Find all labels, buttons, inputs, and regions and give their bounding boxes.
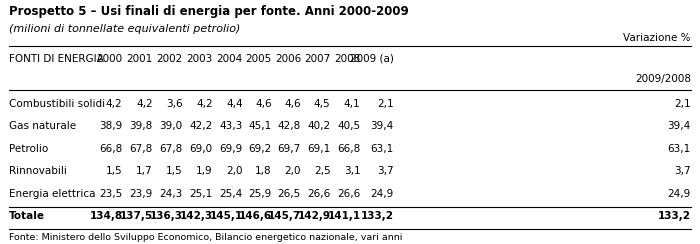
- Text: 133,2: 133,2: [360, 211, 393, 221]
- Text: 43,3: 43,3: [220, 121, 243, 131]
- Text: 2005: 2005: [246, 54, 272, 64]
- Text: 26,5: 26,5: [278, 189, 301, 199]
- Text: 42,2: 42,2: [190, 121, 213, 131]
- Text: Prospetto 5 – Usi finali di energia per fonte. Anni 2000-2009: Prospetto 5 – Usi finali di energia per …: [9, 5, 409, 18]
- Text: 40,2: 40,2: [307, 121, 330, 131]
- Text: 25,4: 25,4: [220, 189, 243, 199]
- Text: 23,5: 23,5: [99, 189, 122, 199]
- Text: 1,5: 1,5: [106, 166, 122, 176]
- Text: 3,7: 3,7: [377, 166, 393, 176]
- Text: 3,7: 3,7: [674, 166, 691, 176]
- Text: 142,9: 142,9: [298, 211, 330, 221]
- Text: 42,8: 42,8: [278, 121, 301, 131]
- Text: Fonte: Ministero dello Sviluppo Economico, Bilancio energetico nazionale, vari a: Fonte: Ministero dello Sviluppo Economic…: [9, 233, 402, 242]
- Text: 25,9: 25,9: [248, 189, 272, 199]
- Text: 2,0: 2,0: [284, 166, 301, 176]
- Text: 24,9: 24,9: [370, 189, 393, 199]
- Text: Totale: Totale: [9, 211, 45, 221]
- Text: 39,4: 39,4: [668, 121, 691, 131]
- Text: 2,5: 2,5: [314, 166, 330, 176]
- Text: 24,9: 24,9: [668, 189, 691, 199]
- Text: 63,1: 63,1: [668, 144, 691, 154]
- Text: Rinnovabili: Rinnovabili: [9, 166, 67, 176]
- Text: 69,0: 69,0: [190, 144, 213, 154]
- Text: 145,1: 145,1: [210, 211, 243, 221]
- Text: 45,1: 45,1: [248, 121, 272, 131]
- Text: 4,2: 4,2: [136, 99, 153, 109]
- Text: 2004: 2004: [216, 54, 243, 64]
- Text: 1,8: 1,8: [255, 166, 272, 176]
- Text: 2003: 2003: [186, 54, 213, 64]
- Text: 25,1: 25,1: [190, 189, 213, 199]
- Text: 141,1: 141,1: [328, 211, 360, 221]
- Text: 146,6: 146,6: [239, 211, 272, 221]
- Text: 4,1: 4,1: [344, 99, 360, 109]
- Text: 3,6: 3,6: [166, 99, 183, 109]
- Text: 4,2: 4,2: [106, 99, 122, 109]
- Text: 2009/2008: 2009/2008: [635, 74, 691, 84]
- Text: 63,1: 63,1: [370, 144, 393, 154]
- Text: 66,8: 66,8: [337, 144, 360, 154]
- Text: 67,8: 67,8: [160, 144, 183, 154]
- Text: 2009 (a): 2009 (a): [349, 54, 393, 64]
- Text: 2001: 2001: [126, 54, 153, 64]
- Text: 142,3: 142,3: [180, 211, 213, 221]
- Text: 2007: 2007: [304, 54, 330, 64]
- Text: 26,6: 26,6: [307, 189, 330, 199]
- Text: 2000: 2000: [97, 54, 122, 64]
- Text: 69,2: 69,2: [248, 144, 272, 154]
- Text: Combustibili solidi: Combustibili solidi: [9, 99, 105, 109]
- Text: 2,0: 2,0: [226, 166, 243, 176]
- Text: 2,1: 2,1: [674, 99, 691, 109]
- Text: 24,3: 24,3: [160, 189, 183, 199]
- Text: 4,4: 4,4: [226, 99, 243, 109]
- Text: Energia elettrica: Energia elettrica: [9, 189, 96, 199]
- Text: 23,9: 23,9: [130, 189, 153, 199]
- Text: Gas naturale: Gas naturale: [9, 121, 76, 131]
- Text: 3,1: 3,1: [344, 166, 360, 176]
- Text: 4,6: 4,6: [255, 99, 272, 109]
- Text: 2006: 2006: [274, 54, 301, 64]
- Text: 1,5: 1,5: [166, 166, 183, 176]
- Text: Variazione %: Variazione %: [624, 33, 691, 43]
- Text: 4,2: 4,2: [196, 99, 213, 109]
- Text: 67,8: 67,8: [130, 144, 153, 154]
- Text: 133,2: 133,2: [658, 211, 691, 221]
- Text: 137,5: 137,5: [120, 211, 153, 221]
- Text: 69,1: 69,1: [307, 144, 330, 154]
- Text: 2,1: 2,1: [377, 99, 393, 109]
- Text: 134,8: 134,8: [90, 211, 122, 221]
- Text: 26,6: 26,6: [337, 189, 360, 199]
- Text: 1,9: 1,9: [196, 166, 213, 176]
- Text: 145,7: 145,7: [267, 211, 301, 221]
- Text: 39,4: 39,4: [370, 121, 393, 131]
- Text: Petrolio: Petrolio: [9, 144, 48, 154]
- Text: 40,5: 40,5: [337, 121, 360, 131]
- Text: 66,8: 66,8: [99, 144, 122, 154]
- Text: 38,9: 38,9: [99, 121, 122, 131]
- Text: 39,8: 39,8: [130, 121, 153, 131]
- Text: 4,5: 4,5: [314, 99, 330, 109]
- Text: 69,7: 69,7: [278, 144, 301, 154]
- Text: FONTI DI ENERGIA: FONTI DI ENERGIA: [9, 54, 104, 64]
- Text: 136,3: 136,3: [150, 211, 183, 221]
- Text: 39,0: 39,0: [160, 121, 183, 131]
- Text: 4,6: 4,6: [284, 99, 301, 109]
- Text: 69,9: 69,9: [220, 144, 243, 154]
- Text: 2002: 2002: [157, 54, 183, 64]
- Text: (milioni di tonnellate equivalenti petrolio): (milioni di tonnellate equivalenti petro…: [9, 24, 241, 34]
- Text: 1,7: 1,7: [136, 166, 153, 176]
- Text: 2008: 2008: [335, 54, 360, 64]
